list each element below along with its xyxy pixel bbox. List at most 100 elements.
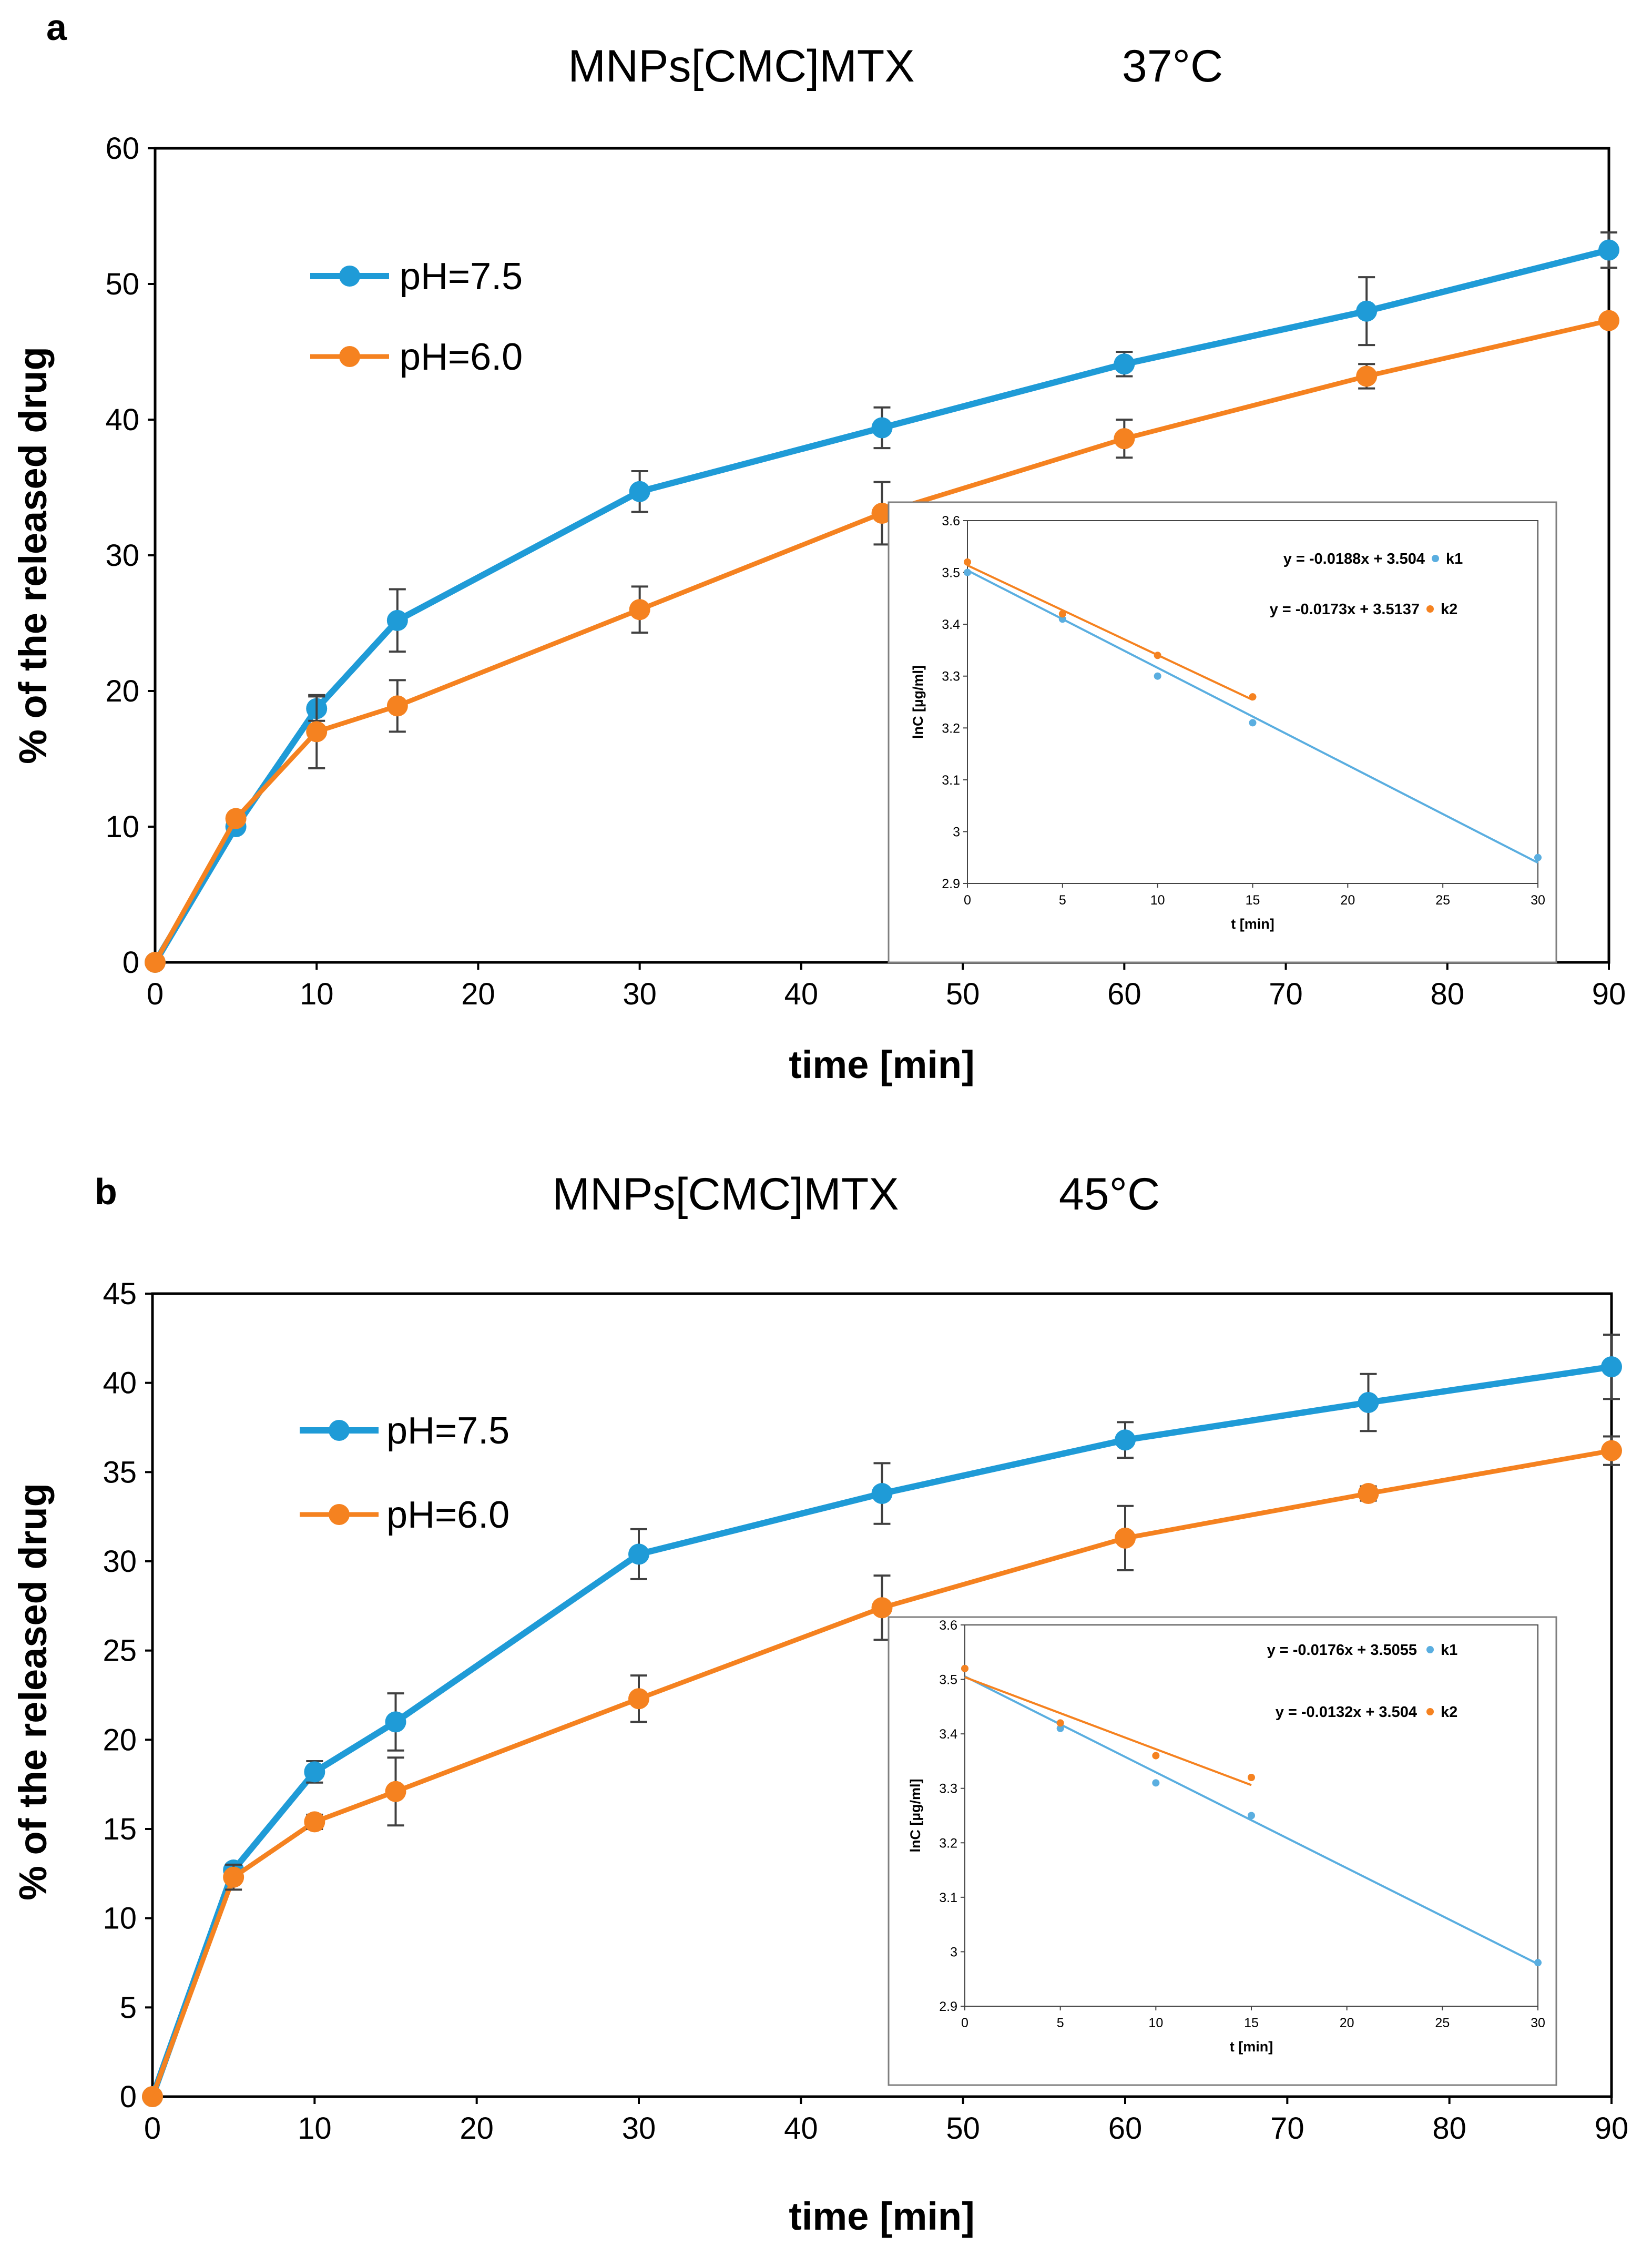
inset-x-tick-label: 10 [1148, 2016, 1163, 2030]
x-tick-label: 60 [1108, 2111, 1143, 2146]
inset-data-point [1248, 1812, 1255, 1820]
inset-x-tick-label: 20 [1340, 2016, 1354, 2030]
chart-title: MNPs[CMC]MTX [568, 41, 914, 92]
inset-x-tick-label: 0 [961, 2016, 968, 2030]
data-point [1601, 1356, 1622, 1378]
inset-data-point [1152, 1752, 1160, 1760]
x-tick-label: 20 [461, 977, 495, 1011]
x-axis-title: time [min] [789, 1043, 975, 1086]
inset-y-tick-label: 3.6 [939, 1618, 957, 1633]
y-axis-title: % of the released drug [11, 1483, 55, 1901]
data-point [1356, 300, 1378, 322]
inset-x-tick-label: 20 [1340, 893, 1355, 908]
legend-marker [339, 346, 360, 367]
trendline-equation: y = -0.0173x + 3.5137 [1270, 601, 1420, 618]
inset-data-point [964, 568, 971, 576]
inset-x-tick-label: 25 [1435, 893, 1450, 908]
data-point [1358, 1483, 1379, 1505]
legend-marker [329, 1420, 350, 1441]
x-tick-label: 40 [784, 2111, 818, 2146]
inset-fit-line-k2 [967, 564, 1253, 701]
data-point [385, 1781, 406, 1802]
data-point [871, 1483, 893, 1505]
inset-data-point [1152, 1779, 1160, 1787]
inset-data-point [961, 1664, 968, 1672]
inset-legend-marker [1432, 555, 1439, 562]
inset-data-point [1248, 1774, 1255, 1781]
inset-data-point [1056, 1719, 1064, 1727]
inset-y-tick-label: 3.1 [942, 773, 960, 788]
inset-x-tick-label: 0 [964, 893, 971, 908]
data-point [1115, 1527, 1136, 1549]
x-tick-label: 90 [1592, 977, 1626, 1011]
inset-y-tick-label: 3.3 [939, 1782, 957, 1796]
y-tick-label: 35 [103, 1455, 137, 1489]
inset-data-point [964, 558, 971, 566]
y-tick-label: 50 [105, 267, 139, 301]
x-axis-title: time [min] [789, 2194, 975, 2238]
trendline-equation: y = -0.0176x + 3.5055 [1267, 1642, 1417, 1659]
y-tick-label: 40 [105, 403, 139, 437]
inset-y-tick-label: 2.9 [939, 1999, 957, 2014]
data-point [628, 1543, 649, 1565]
legend-label: pH=6.0 [400, 336, 523, 378]
inset-y-tick-label: 3.3 [942, 669, 960, 684]
data-point [629, 599, 650, 621]
x-tick-label: 0 [144, 2111, 161, 2146]
inset-x-tick-label: 30 [1531, 893, 1545, 908]
data-point [386, 695, 408, 717]
x-tick-label: 10 [298, 2111, 332, 2146]
y-tick-label: 0 [120, 2080, 137, 2114]
inset-x-tick-label: 10 [1150, 893, 1165, 908]
inset-legend-marker [1426, 1646, 1434, 1653]
y-tick-label: 10 [105, 810, 139, 844]
inset-y-tick-label: 3.2 [942, 721, 960, 736]
chart-temperature: 37°C [1122, 41, 1223, 92]
inset-y-tick-label: 3.5 [942, 566, 960, 581]
data-point [1356, 365, 1378, 387]
x-tick-label: 80 [1431, 977, 1465, 1011]
x-tick-label: 60 [1107, 977, 1141, 1011]
y-tick-label: 30 [105, 538, 139, 573]
inset-data-point [1534, 1959, 1542, 1967]
inset-y-tick-label: 3.1 [939, 1891, 957, 1905]
inset-y-tick-label: 3.5 [939, 1673, 957, 1688]
inset-data-point [1154, 652, 1161, 659]
y-tick-label: 20 [103, 1723, 137, 1757]
inset-y-tick-label: 3.2 [939, 1836, 957, 1851]
inset-y-axis-title: lnC [µg/ml] [910, 665, 926, 739]
inset-legend-label: k1 [1446, 551, 1463, 567]
x-tick-label: 40 [784, 977, 819, 1011]
x-tick-label: 30 [622, 2111, 656, 2146]
inset-x-tick-label: 25 [1435, 2016, 1450, 2030]
inset-data-point [1058, 615, 1066, 623]
y-tick-label: 40 [103, 1366, 137, 1400]
data-point [628, 1688, 649, 1710]
chart-title: MNPs[CMC]MTX [552, 1169, 899, 1219]
inset-legend-label: k2 [1441, 1704, 1457, 1721]
data-point [145, 952, 166, 973]
data-point [306, 721, 328, 743]
y-tick-label: 25 [103, 1634, 137, 1668]
data-point [1115, 1429, 1136, 1451]
inset-y-tick-label: 3.4 [942, 617, 960, 632]
inset-legend-label: k1 [1441, 1642, 1457, 1659]
inset-frame [888, 501, 1557, 963]
data-point [385, 1711, 406, 1733]
y-tick-label: 30 [103, 1544, 137, 1579]
x-tick-label: 70 [1270, 2111, 1304, 2146]
data-point [1598, 310, 1619, 331]
inset-x-axis-title: t [min] [1230, 2039, 1273, 2055]
trendline-equation: y = -0.0188x + 3.504 [1283, 551, 1425, 567]
inset-y-axis-title: lnC [µg/ml] [907, 1778, 923, 1852]
trendline-equation: y = -0.0132x + 3.504 [1276, 1704, 1417, 1721]
inset-fit-line-k2 [964, 1676, 1252, 1786]
inset-y-tick-label: 3.4 [939, 1727, 957, 1742]
x-tick-label: 90 [1595, 2111, 1629, 2146]
panel-letter: a [46, 7, 67, 48]
y-tick-label: 20 [105, 674, 139, 708]
inset-data-point [1534, 853, 1542, 861]
x-tick-label: 80 [1432, 2111, 1466, 2146]
x-tick-label: 0 [147, 977, 164, 1011]
inset-data-point [1154, 672, 1161, 680]
